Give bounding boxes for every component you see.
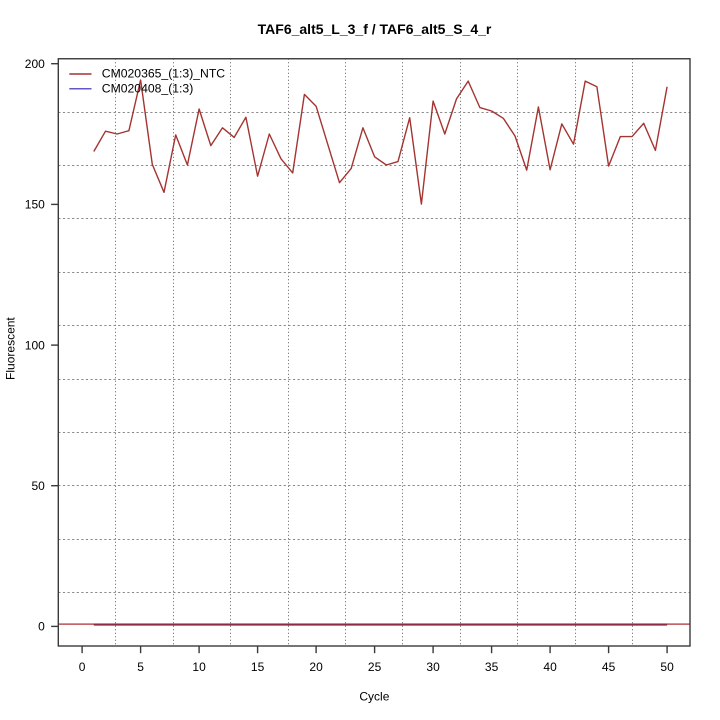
svg-text:35: 35 [485,660,499,674]
svg-text:CM020408_(1:3): CM020408_(1:3) [102,81,193,95]
svg-text:15: 15 [251,660,265,674]
svg-text:50: 50 [660,660,674,674]
svg-text:45: 45 [602,660,616,674]
svg-text:0: 0 [38,620,45,634]
svg-text:CM020365_(1:3)_NTC: CM020365_(1:3)_NTC [102,67,225,81]
svg-text:5: 5 [137,660,144,674]
svg-text:10: 10 [192,660,206,674]
svg-text:150: 150 [25,198,45,212]
svg-text:30: 30 [426,660,440,674]
svg-text:Cycle: Cycle [359,690,389,704]
svg-text:25: 25 [368,660,382,674]
svg-text:200: 200 [25,57,45,71]
svg-text:50: 50 [31,479,45,493]
svg-text:100: 100 [25,338,45,352]
svg-text:20: 20 [309,660,323,674]
svg-text:Fluorescent: Fluorescent [4,317,18,380]
svg-text:40: 40 [543,660,557,674]
svg-text:TAF6_alt5_L_3_f / TAF6_alt5_S_: TAF6_alt5_L_3_f / TAF6_alt5_S_4_r [258,21,492,37]
svg-text:0: 0 [79,660,86,674]
